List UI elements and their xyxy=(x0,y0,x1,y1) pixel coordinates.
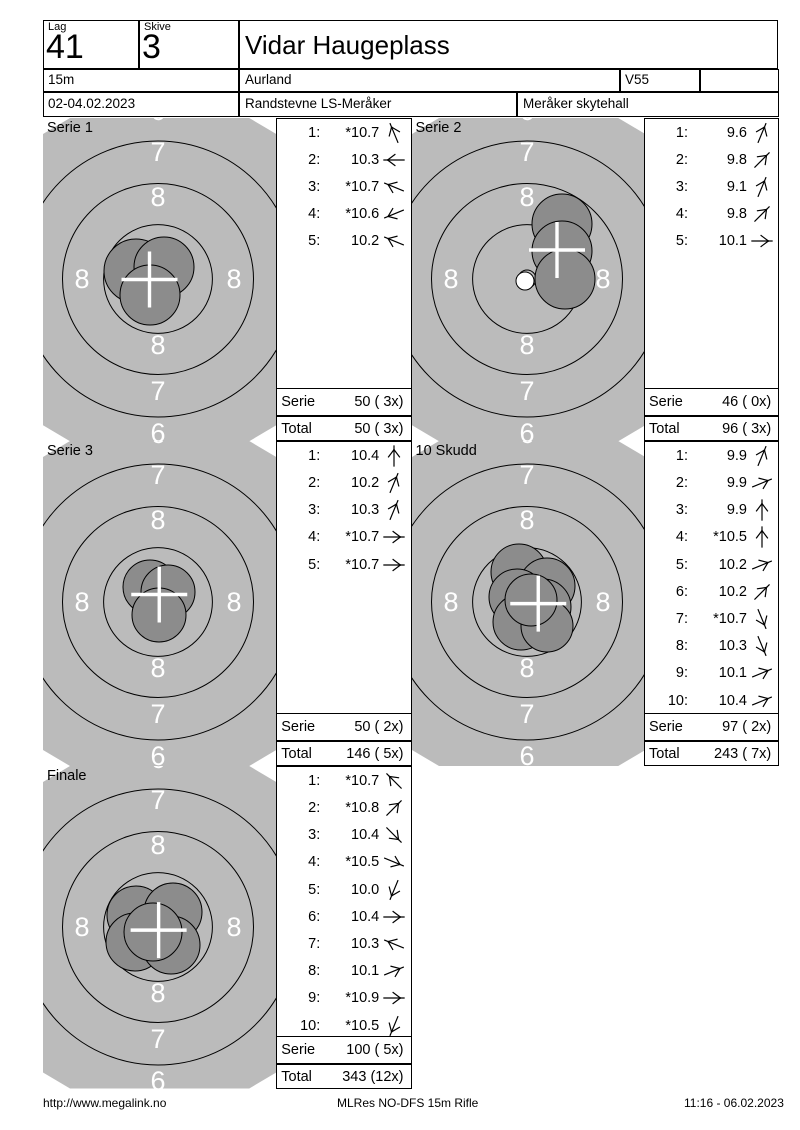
svg-text:6: 6 xyxy=(150,418,165,441)
svg-text:6: 6 xyxy=(150,766,165,774)
svg-text:7: 7 xyxy=(519,376,534,406)
svg-text:6: 6 xyxy=(150,741,165,766)
svg-text:8: 8 xyxy=(443,587,458,617)
svg-text:8: 8 xyxy=(595,587,610,617)
svg-text:6: 6 xyxy=(519,118,534,126)
svg-text:8: 8 xyxy=(150,182,165,212)
svg-text:8: 8 xyxy=(74,587,89,617)
svg-text:8: 8 xyxy=(519,505,534,535)
svg-text:6: 6 xyxy=(150,441,165,449)
svg-text:6: 6 xyxy=(150,1066,165,1089)
svg-text:6: 6 xyxy=(519,441,534,449)
svg-text:8: 8 xyxy=(595,264,610,294)
svg-text:6: 6 xyxy=(519,741,534,766)
svg-text:8: 8 xyxy=(150,830,165,860)
svg-text:8: 8 xyxy=(150,978,165,1008)
svg-text:7: 7 xyxy=(150,376,165,406)
svg-text:7: 7 xyxy=(150,460,165,490)
svg-text:7: 7 xyxy=(519,699,534,729)
svg-text:8: 8 xyxy=(226,587,241,617)
svg-text:8: 8 xyxy=(226,264,241,294)
svg-text:7: 7 xyxy=(519,460,534,490)
svg-text:7: 7 xyxy=(150,137,165,167)
svg-text:8: 8 xyxy=(74,912,89,942)
svg-text:8: 8 xyxy=(443,264,458,294)
svg-text:6: 6 xyxy=(519,418,534,441)
svg-text:7: 7 xyxy=(150,699,165,729)
svg-text:8: 8 xyxy=(150,653,165,683)
svg-text:6: 6 xyxy=(150,118,165,126)
svg-text:7: 7 xyxy=(150,785,165,815)
svg-text:8: 8 xyxy=(74,264,89,294)
svg-text:7: 7 xyxy=(519,137,534,167)
svg-text:8: 8 xyxy=(519,182,534,212)
svg-text:7: 7 xyxy=(150,1024,165,1054)
svg-text:8: 8 xyxy=(150,505,165,535)
svg-text:8: 8 xyxy=(519,330,534,360)
svg-text:8: 8 xyxy=(226,912,241,942)
svg-text:8: 8 xyxy=(150,330,165,360)
svg-text:8: 8 xyxy=(519,653,534,683)
